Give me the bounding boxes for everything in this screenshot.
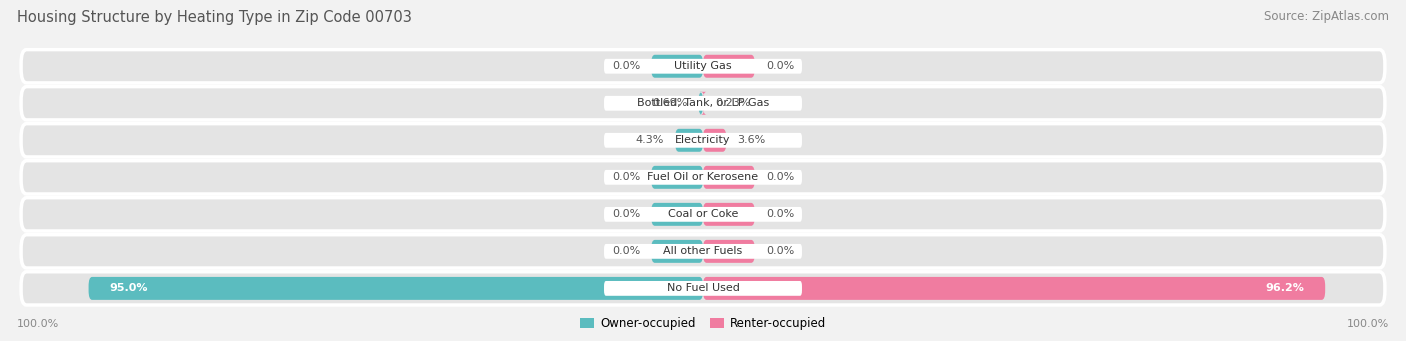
FancyBboxPatch shape bbox=[703, 277, 1326, 300]
FancyBboxPatch shape bbox=[605, 170, 801, 185]
Text: No Fuel Used: No Fuel Used bbox=[666, 283, 740, 293]
FancyBboxPatch shape bbox=[21, 124, 1385, 157]
Text: 0.69%: 0.69% bbox=[652, 98, 688, 108]
Text: 96.2%: 96.2% bbox=[1265, 283, 1305, 293]
FancyBboxPatch shape bbox=[703, 55, 755, 78]
FancyBboxPatch shape bbox=[651, 203, 703, 226]
FancyBboxPatch shape bbox=[703, 240, 755, 263]
Text: 0.0%: 0.0% bbox=[612, 209, 640, 219]
FancyBboxPatch shape bbox=[605, 207, 801, 222]
FancyBboxPatch shape bbox=[703, 166, 755, 189]
FancyBboxPatch shape bbox=[605, 281, 801, 296]
FancyBboxPatch shape bbox=[605, 133, 801, 148]
Text: 0.0%: 0.0% bbox=[612, 61, 640, 71]
Text: 3.6%: 3.6% bbox=[738, 135, 766, 145]
Text: 0.0%: 0.0% bbox=[766, 246, 794, 256]
FancyBboxPatch shape bbox=[21, 49, 1385, 83]
FancyBboxPatch shape bbox=[21, 235, 1385, 268]
Text: 95.0%: 95.0% bbox=[110, 283, 148, 293]
Text: 0.0%: 0.0% bbox=[612, 172, 640, 182]
FancyBboxPatch shape bbox=[699, 92, 703, 115]
Text: 100.0%: 100.0% bbox=[1347, 319, 1389, 329]
Text: Housing Structure by Heating Type in Zip Code 00703: Housing Structure by Heating Type in Zip… bbox=[17, 10, 412, 25]
FancyBboxPatch shape bbox=[702, 92, 707, 115]
Text: 0.0%: 0.0% bbox=[766, 61, 794, 71]
Text: 0.0%: 0.0% bbox=[766, 172, 794, 182]
FancyBboxPatch shape bbox=[605, 244, 801, 259]
Text: 4.3%: 4.3% bbox=[636, 135, 664, 145]
Text: 0.0%: 0.0% bbox=[612, 246, 640, 256]
FancyBboxPatch shape bbox=[21, 272, 1385, 305]
FancyBboxPatch shape bbox=[651, 240, 703, 263]
FancyBboxPatch shape bbox=[89, 277, 703, 300]
FancyBboxPatch shape bbox=[605, 96, 801, 111]
Text: 0.0%: 0.0% bbox=[766, 209, 794, 219]
Text: Utility Gas: Utility Gas bbox=[675, 61, 731, 71]
Text: Electricity: Electricity bbox=[675, 135, 731, 145]
Text: Source: ZipAtlas.com: Source: ZipAtlas.com bbox=[1264, 10, 1389, 23]
Text: 100.0%: 100.0% bbox=[17, 319, 59, 329]
Text: Bottled, Tank, or LP Gas: Bottled, Tank, or LP Gas bbox=[637, 98, 769, 108]
Text: Fuel Oil or Kerosene: Fuel Oil or Kerosene bbox=[647, 172, 759, 182]
FancyBboxPatch shape bbox=[675, 129, 703, 152]
Text: Coal or Coke: Coal or Coke bbox=[668, 209, 738, 219]
FancyBboxPatch shape bbox=[605, 59, 801, 74]
FancyBboxPatch shape bbox=[703, 129, 727, 152]
FancyBboxPatch shape bbox=[21, 198, 1385, 231]
FancyBboxPatch shape bbox=[21, 87, 1385, 120]
Legend: Owner-occupied, Renter-occupied: Owner-occupied, Renter-occupied bbox=[575, 313, 831, 335]
FancyBboxPatch shape bbox=[651, 166, 703, 189]
Text: 0.23%: 0.23% bbox=[716, 98, 751, 108]
FancyBboxPatch shape bbox=[651, 55, 703, 78]
FancyBboxPatch shape bbox=[703, 203, 755, 226]
Text: All other Fuels: All other Fuels bbox=[664, 246, 742, 256]
FancyBboxPatch shape bbox=[21, 161, 1385, 194]
